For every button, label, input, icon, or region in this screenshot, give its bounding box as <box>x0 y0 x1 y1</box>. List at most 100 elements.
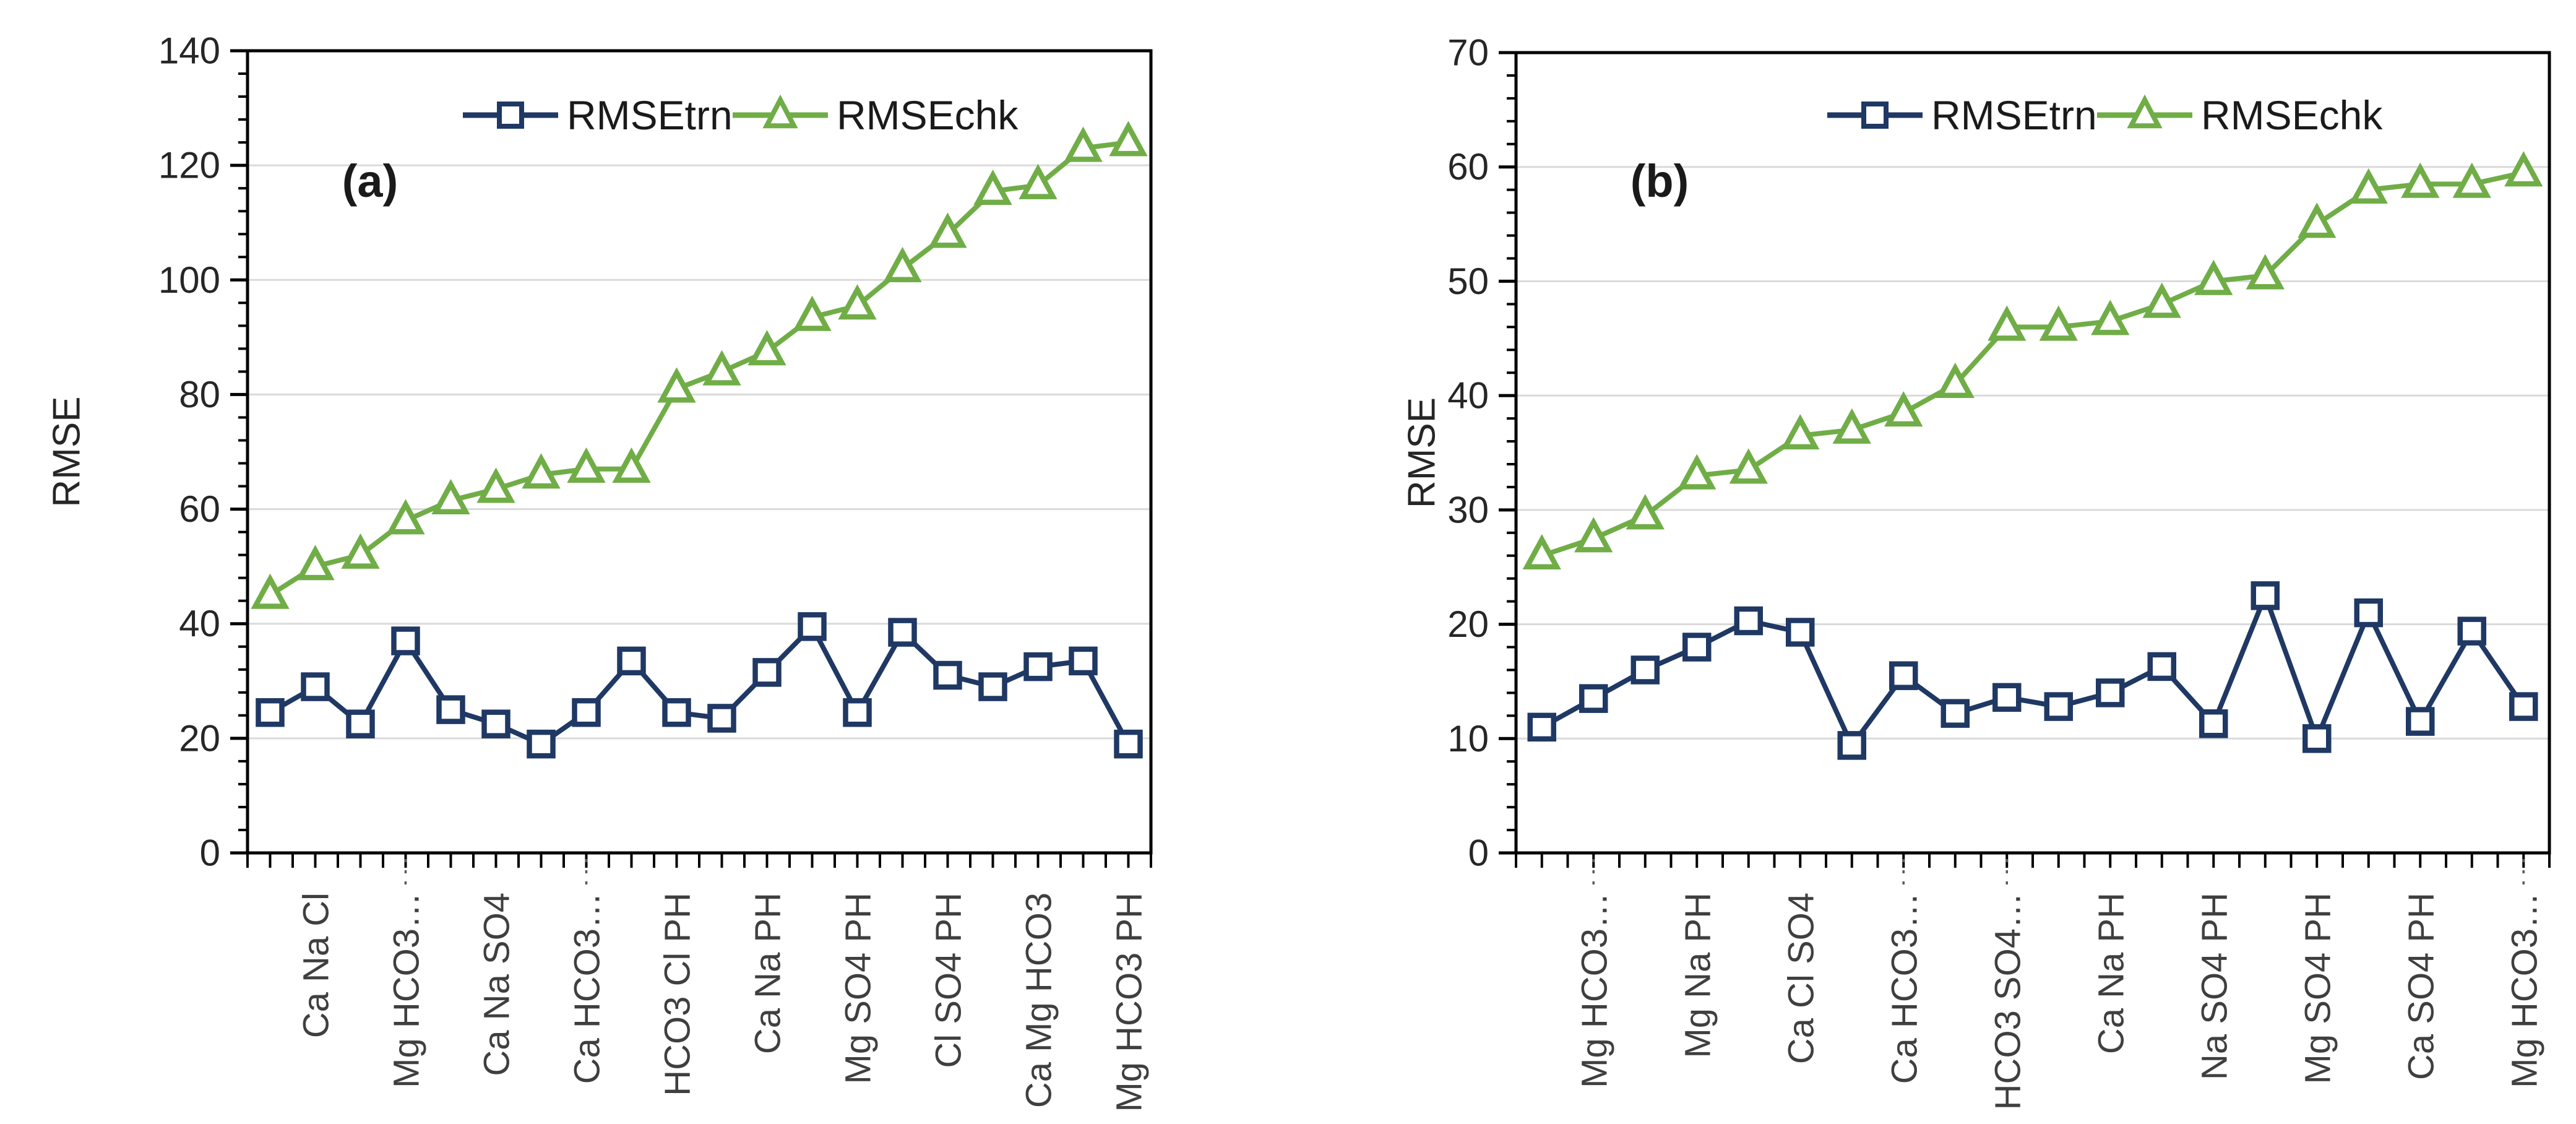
x-category-label: Ca Na PH <box>748 893 788 1054</box>
square-marker <box>1734 606 1763 636</box>
x-category-label: Mg HCO3… <box>387 893 427 1088</box>
square-marker <box>436 695 465 724</box>
triangle-marker <box>838 284 877 320</box>
triangle-marker <box>2401 162 2440 198</box>
y-tick-label: 20 <box>179 717 220 759</box>
square-marker <box>2302 724 2332 753</box>
y-tick-label: 120 <box>158 145 220 186</box>
square-marker <box>346 709 375 738</box>
square-marker <box>2096 678 2125 707</box>
square-marker <box>1941 699 1970 728</box>
triangle-marker <box>1729 448 1768 484</box>
chart-panel-a: 0 20 40 60 80 100 120 140 RMSE Ca Na Cl Mg HCO3… Ca… <box>0 0 1213 1124</box>
square-marker <box>1630 655 1660 685</box>
series-RMSEtrn <box>1527 581 2538 760</box>
x-category-label: Mg SO4 PH <box>2298 893 2338 1084</box>
triangle-marker <box>2298 202 2337 238</box>
square-marker <box>2457 616 2486 646</box>
y-axis-ticks <box>230 49 248 855</box>
chart-b-canvas: 0 10 20 30 40 50 60 70 RMSE Mg HCO3… Mg Na PH Ca Cl… <box>1401 32 2551 1110</box>
square-marker <box>527 729 556 759</box>
y-axis-ticks <box>1499 51 1516 855</box>
y-gridlines <box>1516 166 2549 740</box>
y-tick-label: 70 <box>1447 32 1489 74</box>
triangle-marker <box>2142 282 2181 318</box>
square-marker <box>1579 684 1608 713</box>
x-axis-ticks <box>246 853 1152 868</box>
y-tick-label: 100 <box>158 259 220 301</box>
square-marker <box>2147 652 2176 681</box>
x-category-label: Na SO4 PH <box>2194 893 2234 1080</box>
x-category-label: Cl SO4 PH <box>929 893 969 1068</box>
legend-triangle-marker <box>2127 94 2163 129</box>
x-category-label: Ca HCO3… <box>1884 893 1924 1084</box>
triangle-marker <box>386 499 425 535</box>
y-tick-label: 20 <box>1447 603 1489 645</box>
triangle-marker <box>2091 300 2130 335</box>
triangle-marker <box>431 478 470 514</box>
series-RMSEchk <box>1522 151 2543 570</box>
legend-label-RMSEchk: RMSEchk <box>837 92 1019 138</box>
triangle-marker <box>1626 494 1665 530</box>
triangle-marker <box>2452 162 2491 198</box>
square-marker <box>798 612 827 641</box>
legend: RMSEtrn RMSEchk <box>463 92 1019 138</box>
legend-label-RMSEtrn: RMSEtrn <box>567 92 733 138</box>
legend: RMSEtrn RMSEchk <box>1827 92 2383 138</box>
x-category-label: Mg HCO3… <box>2504 893 2544 1088</box>
square-marker <box>301 672 330 701</box>
legend-square-marker <box>1861 102 1889 129</box>
y-tick-label: 0 <box>1468 832 1489 874</box>
x-category-label: Ca Na PH <box>2091 893 2131 1054</box>
y-tick-label: 40 <box>1447 375 1489 417</box>
triangle-marker <box>1884 391 1923 427</box>
y-tick-label: 140 <box>158 30 220 72</box>
triangle-marker <box>251 573 290 609</box>
square-marker <box>2199 709 2228 738</box>
square-marker <box>2509 692 2538 721</box>
y-tick-label: 60 <box>179 488 220 530</box>
triangle-marker <box>296 545 335 581</box>
x-category-label: Ca Na SO4 <box>477 893 517 1076</box>
triangle-marker <box>1522 534 1561 570</box>
triangle-marker <box>973 169 1012 205</box>
triangle-marker <box>476 467 515 503</box>
square-marker <box>391 626 420 655</box>
triangle-marker <box>928 212 967 248</box>
triangle-marker <box>793 295 832 331</box>
square-marker <box>707 704 736 733</box>
x-category-label: Mg HCO3 PH <box>1109 893 1150 1112</box>
triangle-marker <box>1064 126 1103 162</box>
legend-triangle-marker <box>762 94 798 129</box>
triangle-marker <box>2504 151 2543 187</box>
triangle-marker <box>1019 163 1058 199</box>
square-marker <box>481 709 510 738</box>
legend-square-marker <box>497 102 524 129</box>
square-marker <box>1023 652 1053 681</box>
triangle-marker <box>1678 454 1717 490</box>
y-tick-label: 0 <box>200 832 220 874</box>
square-marker <box>888 618 917 647</box>
square-marker <box>256 698 285 727</box>
series-RMSEchk <box>251 121 1148 609</box>
triangle-marker <box>747 330 786 366</box>
square-marker <box>2044 692 2073 721</box>
y-gridlines <box>248 164 1151 740</box>
panel-letter: (b) <box>1630 155 1689 207</box>
y-tick-labels: 0 20 40 60 80 100 120 140 <box>158 30 220 874</box>
x-category-label: Mg HCO3… <box>1574 893 1614 1088</box>
y-tick-label: 80 <box>179 374 220 415</box>
y-axis-title: RMSE <box>1401 397 1444 508</box>
triangle-marker <box>2349 168 2388 204</box>
square-marker <box>1527 712 1556 742</box>
y-tick-label: 30 <box>1447 489 1489 530</box>
legend-label-RMSEchk: RMSEchk <box>2201 92 2383 138</box>
triangle-marker <box>883 246 922 283</box>
triangle-marker <box>1936 362 1975 398</box>
square-marker <box>2406 707 2435 736</box>
legend-label-RMSEtrn: RMSEtrn <box>1931 92 2097 138</box>
triangle-marker <box>2039 305 2078 341</box>
square-marker <box>1069 646 1098 676</box>
x-category-label: Ca HCO3… <box>567 893 608 1084</box>
x-category-label: Mg SO4 PH <box>838 893 879 1084</box>
